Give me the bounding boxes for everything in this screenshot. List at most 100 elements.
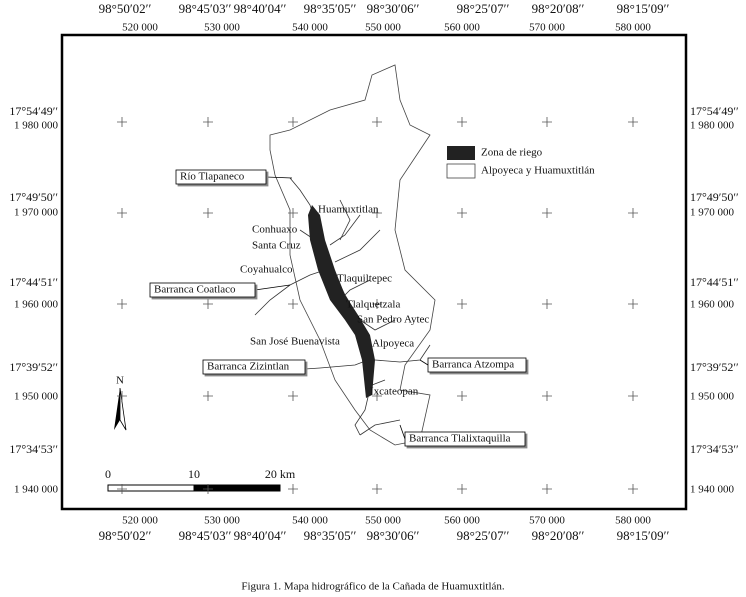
latitude-label: 17°34′53′′: [9, 442, 58, 456]
scale-label: 10: [188, 467, 200, 481]
callout-box: [175, 169, 267, 185]
utm-x-label: 520 000: [122, 22, 158, 34]
grid-cross: [203, 484, 213, 494]
latitude-label: 17°34′53′′: [690, 442, 739, 456]
grid-cross: [117, 208, 127, 218]
grid-cross: [628, 299, 638, 309]
grid-cross: [288, 117, 298, 127]
latitude-label: 17°54′49′′: [690, 104, 739, 118]
scale-bar: [107, 484, 195, 492]
longitude-label: 98°20′08′′: [532, 1, 585, 16]
place-label: San Pedro Aytec: [357, 314, 429, 326]
utm-y-label: 1 940 000: [14, 484, 59, 496]
callout-leader: [254, 284, 291, 291]
utm-x-label: 520 000: [122, 515, 158, 527]
grid-cross: [203, 299, 213, 309]
grid-cross: [628, 117, 638, 127]
place-label: Conhuaxo: [252, 224, 298, 236]
longitude-label: 98°35′05′′: [304, 528, 357, 543]
utm-x-label: 540 000: [292, 515, 328, 527]
grid-cross: [457, 208, 467, 218]
utm-y-label: 1 980 000: [14, 120, 59, 132]
legend-label: Alpoyeca y Huamuxtitlán: [481, 165, 595, 177]
grid-cross: [457, 117, 467, 127]
place-label: Huamuxtitlan: [318, 204, 379, 216]
utm-x-label: 530 000: [204, 22, 240, 34]
utm-x-label: 550 000: [365, 515, 401, 527]
longitude-label: 98°50′02′′: [99, 528, 152, 543]
utm-y-label: 1 970 000: [690, 207, 735, 219]
latitude-label: 17°49′50′′: [690, 190, 739, 204]
utm-x-label: 570 000: [529, 22, 565, 34]
latitude-label: 17°49′50′′: [9, 190, 58, 204]
latitude-label: 17°39′52′′: [690, 360, 739, 374]
grid-cross: [628, 484, 638, 494]
grid-cross: [542, 117, 552, 127]
utm-y-label: 1 960 000: [690, 299, 735, 311]
utm-x-label: 530 000: [204, 515, 240, 527]
utm-y-label: 1 960 000: [14, 299, 59, 311]
longitude-label: 98°45′03′′: [179, 528, 232, 543]
grid-cross: [203, 117, 213, 127]
utm-x-label: 550 000: [365, 22, 401, 34]
utm-x-label: 560 000: [444, 22, 480, 34]
callout-leader: [399, 424, 406, 440]
north-arrow: [119, 387, 127, 431]
grid-cross: [288, 208, 298, 218]
place-label: San José Buenavista: [250, 336, 340, 348]
callout-box: [404, 431, 526, 447]
legend-swatch: [447, 146, 475, 160]
grid-cross: [542, 484, 552, 494]
grid-cross: [117, 484, 127, 494]
callout-label: Barranca Coatlaco: [154, 284, 236, 296]
grid-cross: [372, 208, 382, 218]
utm-x-label: 540 000: [292, 22, 328, 34]
utm-y-label: 1 950 000: [690, 391, 735, 403]
caption: Figura 1. Mapa hidrográfico de la Cañada…: [241, 581, 505, 593]
grid-cross: [203, 391, 213, 401]
longitude-label: 98°25′07′′: [457, 528, 510, 543]
longitude-label: 98°15′09′′: [617, 528, 670, 543]
callout-label: Barranca Tlalixtaquilla: [409, 433, 511, 445]
grid-cross: [457, 391, 467, 401]
grid-cross: [542, 299, 552, 309]
grid-cross: [288, 484, 298, 494]
place-label: Alpoyeca: [372, 338, 414, 350]
latitude-label: 17°44′51′′: [690, 275, 739, 289]
grid-cross: [628, 391, 638, 401]
grid-cross: [542, 391, 552, 401]
place-label: Tlalquetzala: [346, 299, 400, 311]
utm-x-label: 560 000: [444, 515, 480, 527]
longitude-label: 98°25′07′′: [457, 1, 510, 16]
longitude-label: 98°40′04′′: [234, 528, 287, 543]
latitude-label: 17°39′52′′: [9, 360, 58, 374]
grid-cross: [117, 117, 127, 127]
utm-x-label: 580 000: [615, 22, 651, 34]
grid-cross: [372, 484, 382, 494]
grid-cross: [203, 208, 213, 218]
grid-cross: [372, 117, 382, 127]
scale-label: 20 km: [265, 467, 296, 481]
north-label: N: [116, 375, 124, 387]
callout-leader: [419, 359, 429, 366]
utm-y-label: 1 940 000: [690, 484, 735, 496]
callout-label: Río Tlapaneco: [180, 171, 245, 183]
grid-cross: [288, 391, 298, 401]
latitude-label: 17°54′49′′: [9, 104, 58, 118]
place-label: Coyahualco: [240, 264, 293, 276]
region-outline: [269, 64, 436, 446]
legend-label: Zona de riego: [481, 147, 543, 159]
grid-cross: [628, 208, 638, 218]
callout-box: [202, 359, 306, 375]
grid-cross: [117, 391, 127, 401]
longitude-label: 98°30′06′′: [367, 1, 420, 16]
utm-y-label: 1 970 000: [14, 207, 59, 219]
callout-label: Barranca Atzompa: [432, 359, 514, 371]
grid-cross: [457, 299, 467, 309]
callout-label: Barranca Zizintlan: [207, 361, 290, 373]
place-label: Santa Cruz: [252, 240, 301, 252]
latitude-label: 17°44′51′′: [9, 275, 58, 289]
longitude-label: 98°15′09′′: [617, 1, 670, 16]
map-frame: [60, 33, 688, 511]
